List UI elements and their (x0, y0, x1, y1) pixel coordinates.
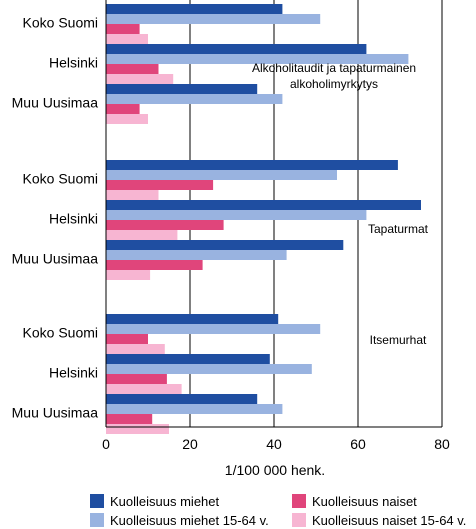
bar-alkoholitaudit-ja-ta-helsinki-s3 (106, 74, 174, 84)
category-label-itsemurhat-muu-uusimaa: Muu Uusimaa (12, 405, 99, 421)
group-note-alkoholitaudit-ja-ta-1: alkoholimyrkytys (290, 77, 378, 91)
bar-alkoholitaudit-ja-ta-koko-suomi-s2 (106, 24, 140, 34)
category-label-tapaturmat-helsinki: Helsinki (49, 211, 98, 227)
bar-itsemurhat-koko-suomi-s3 (106, 344, 165, 354)
bar-tapaturmat-koko-suomi-s3 (106, 190, 159, 200)
bar-tapaturmat-muu-uusimaa-s1 (106, 250, 287, 260)
category-label-tapaturmat-muu-uusimaa: Muu Uusimaa (12, 251, 99, 267)
legend-swatch-miehet (90, 494, 104, 508)
bar-tapaturmat-muu-uusimaa-s2 (106, 260, 203, 270)
bar-alkoholitaudit-ja-ta-helsinki-s1 (106, 54, 409, 64)
category-label-alkoholitaudit-ja-ta-helsinki: Helsinki (49, 55, 98, 71)
legend-item-naiset-15-64: Kuolleisuus naiset 15-64 v. (292, 511, 466, 529)
group-note-alkoholitaudit-ja-ta-0: Alkoholitaudit ja tapaturmainen (252, 61, 416, 75)
category-label-alkoholitaudit-ja-ta-muu-uusimaa: Muu Uusimaa (12, 95, 99, 111)
bar-itsemurhat-koko-suomi-s2 (106, 334, 148, 344)
bar-itsemurhat-muu-uusimaa-s2 (106, 414, 153, 424)
legend-item-miehet-15-64: Kuolleisuus miehet 15-64 v. (90, 511, 269, 529)
legend-label-naiset-15-64: Kuolleisuus naiset 15-64 v. (312, 512, 467, 528)
bar-itsemurhat-helsinki-s3 (106, 384, 182, 394)
category-label-tapaturmat-koko-suomi: Koko Suomi (23, 171, 98, 187)
legend-swatch-naiset (292, 494, 306, 508)
bar-tapaturmat-koko-suomi-s2 (106, 180, 214, 190)
bar-itsemurhat-helsinki-s0 (106, 354, 270, 364)
x-tick-label-40: 40 (266, 436, 282, 452)
bar-itsemurhat-helsinki-s1 (106, 364, 312, 374)
bar-itsemurhat-koko-suomi-s1 (106, 324, 321, 334)
category-label-alkoholitaudit-ja-ta-koko-suomi: Koko Suomi (23, 15, 98, 31)
bar-tapaturmat-muu-uusimaa-s0 (106, 240, 344, 250)
bar-tapaturmat-helsinki-s0 (106, 200, 421, 210)
x-tick-label-0: 0 (102, 436, 110, 452)
bar-alkoholitaudit-ja-ta-muu-uusimaa-s1 (106, 94, 283, 104)
bar-tapaturmat-helsinki-s2 (106, 220, 224, 230)
legend: Kuolleisuus miehet Kuolleisuus naiset Ku… (90, 490, 476, 529)
group-note-itsemurhat-0: Itsemurhat (370, 333, 427, 347)
legend-item-naiset: Kuolleisuus naiset (292, 492, 417, 510)
legend-swatch-miehet-15-64 (90, 513, 104, 527)
group-note-tapaturmat-0: Tapaturmat (368, 222, 429, 236)
x-tick-label-60: 60 (350, 436, 366, 452)
x-tick-label-20: 20 (182, 436, 198, 452)
bar-tapaturmat-helsinki-s1 (106, 210, 367, 220)
bar-tapaturmat-koko-suomi-s0 (106, 160, 398, 170)
legend-label-miehet: Kuolleisuus miehet (110, 493, 220, 509)
bar-tapaturmat-muu-uusimaa-s3 (106, 270, 151, 280)
legend-item-miehet: Kuolleisuus miehet (90, 492, 219, 510)
bar-itsemurhat-muu-uusimaa-s0 (106, 394, 258, 404)
legend-label-naiset: Kuolleisuus naiset (312, 493, 417, 509)
bar-alkoholitaudit-ja-ta-helsinki-s0 (106, 44, 367, 54)
category-label-itsemurhat-helsinki: Helsinki (49, 365, 98, 381)
bar-itsemurhat-koko-suomi-s0 (106, 314, 279, 324)
bar-tapaturmat-helsinki-s3 (106, 230, 178, 240)
bar-alkoholitaudit-ja-ta-muu-uusimaa-s0 (106, 84, 258, 94)
bar-alkoholitaudit-ja-ta-muu-uusimaa-s2 (106, 104, 140, 114)
bar-alkoholitaudit-ja-ta-koko-suomi-s0 (106, 4, 283, 14)
legend-swatch-naiset-15-64 (292, 513, 306, 527)
legend-label-miehet-15-64: Kuolleisuus miehet 15-64 v. (110, 512, 269, 528)
bar-alkoholitaudit-ja-ta-helsinki-s2 (106, 64, 159, 74)
bar-itsemurhat-muu-uusimaa-s3 (106, 424, 169, 434)
x-tick-label-80: 80 (434, 436, 450, 452)
bar-alkoholitaudit-ja-ta-koko-suomi-s1 (106, 14, 321, 24)
bar-tapaturmat-koko-suomi-s1 (106, 170, 337, 180)
bar-chart: Koko Suomi Helsinki Muu Uusimaa Koko Suomi H… (12, 0, 450, 478)
category-label-itsemurhat-koko-suomi: Koko Suomi (23, 325, 98, 341)
x-axis-label: 1/100 000 henk. (225, 462, 325, 478)
bar-itsemurhat-muu-uusimaa-s1 (106, 404, 283, 414)
bar-alkoholitaudit-ja-ta-koko-suomi-s3 (106, 34, 148, 44)
bar-alkoholitaudit-ja-ta-muu-uusimaa-s3 (106, 114, 148, 124)
bar-itsemurhat-helsinki-s2 (106, 374, 167, 384)
